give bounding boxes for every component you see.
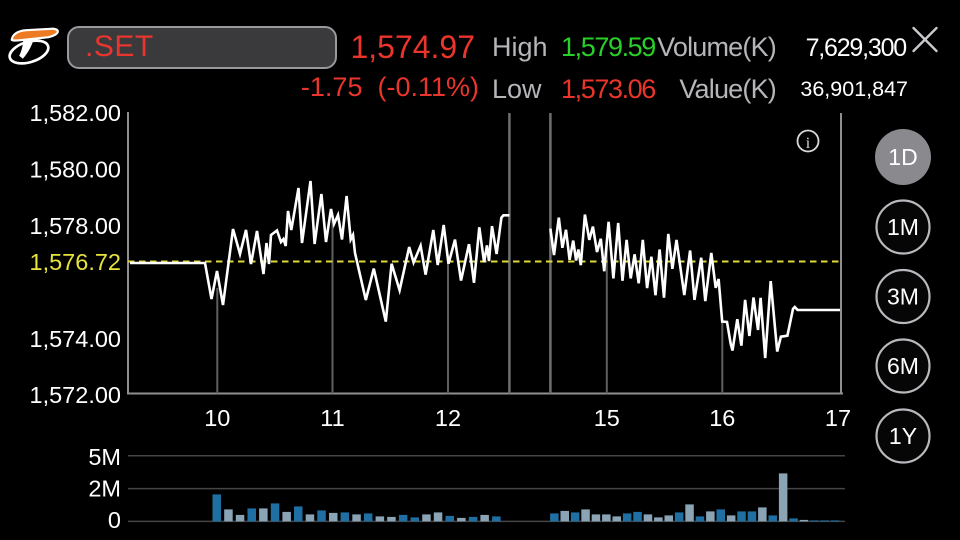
svg-text:17: 17 [825,405,851,431]
svg-text:1,574.00: 1,574.00 [30,326,121,352]
svg-text:1,582.00: 1,582.00 [30,100,121,126]
svg-text:6M: 6M [887,353,919,379]
svg-text:i: i [806,135,811,152]
svg-text:1,576.72: 1,576.72 [30,249,121,275]
svg-text:1Y: 1Y [889,423,917,449]
svg-text:12: 12 [435,405,461,431]
svg-text:11: 11 [320,405,344,431]
svg-text:16: 16 [709,405,735,431]
svg-text:2M: 2M [88,476,121,502]
svg-text:10: 10 [204,405,230,431]
svg-text:1,580.00: 1,580.00 [30,157,121,183]
svg-text:3M: 3M [887,284,919,310]
svg-text:1,578.00: 1,578.00 [30,213,121,239]
svg-text:1,572.00: 1,572.00 [30,382,121,408]
svg-text:1D: 1D [888,144,917,170]
svg-text:1M: 1M [887,214,919,240]
svg-text:0: 0 [108,507,121,533]
svg-text:5M: 5M [88,444,121,470]
svg-text:15: 15 [594,405,620,431]
